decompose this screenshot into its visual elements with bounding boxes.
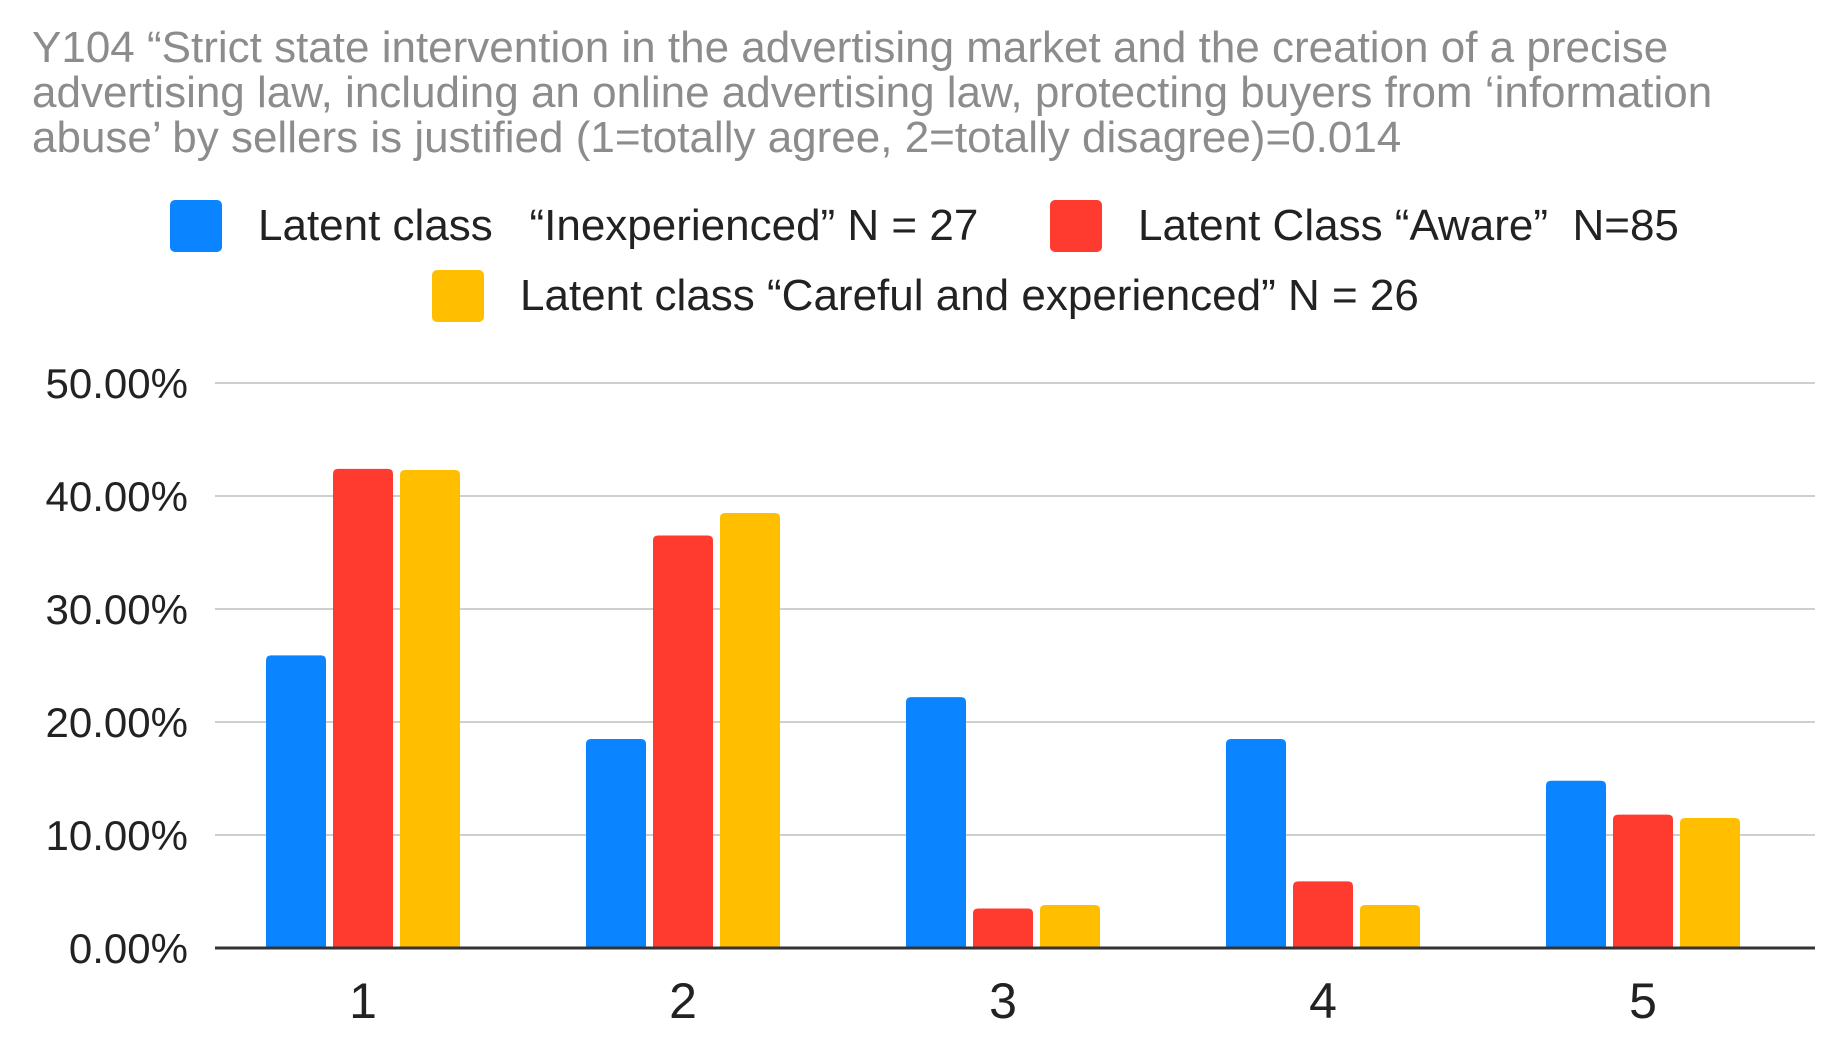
y-tick-label: 0.00% bbox=[69, 925, 188, 972]
chart-title-line-2: advertising law, including an online adv… bbox=[32, 68, 1712, 117]
bar bbox=[1680, 818, 1740, 948]
bar bbox=[1040, 905, 1100, 948]
legend-item-aware: Latent Class “Aware” N=85 bbox=[1050, 200, 1679, 252]
legend-label-careful: Latent class “Careful and experienced” N… bbox=[520, 271, 1419, 320]
x-axis: 1 2 3 4 5 bbox=[215, 946, 1815, 1029]
legend-swatch-careful bbox=[432, 270, 484, 322]
x-tick-label: 2 bbox=[669, 973, 697, 1029]
x-tick-label: 1 bbox=[349, 973, 377, 1029]
bar bbox=[906, 697, 966, 948]
bar bbox=[1293, 881, 1353, 948]
bar bbox=[1546, 780, 1606, 948]
bar bbox=[973, 908, 1033, 948]
bar bbox=[720, 512, 780, 948]
bar bbox=[266, 655, 326, 948]
bar bbox=[400, 470, 460, 948]
legend: Latent class “Inexperienced” N = 27 Late… bbox=[170, 200, 1679, 322]
bar bbox=[586, 738, 646, 948]
y-tick-label: 40.00% bbox=[46, 473, 188, 520]
bars bbox=[266, 468, 1740, 948]
legend-swatch-aware bbox=[1050, 200, 1102, 252]
legend-label-inexperienced: Latent class “Inexperienced” N = 27 bbox=[258, 201, 978, 250]
y-tick-label: 30.00% bbox=[46, 586, 188, 633]
y-axis: 0.00% 10.00% 20.00% 30.00% 40.00% 50.00% bbox=[46, 360, 188, 972]
bar bbox=[1226, 738, 1286, 948]
legend-label-aware: Latent Class “Aware” N=85 bbox=[1138, 201, 1679, 250]
chart-title: Y104 “Strict state intervention in the a… bbox=[32, 23, 1712, 162]
y-tick-label: 50.00% bbox=[46, 360, 188, 407]
bar bbox=[333, 468, 393, 948]
y-tick-label: 10.00% bbox=[46, 812, 188, 859]
x-tick-label: 3 bbox=[989, 973, 1017, 1029]
bar bbox=[653, 535, 713, 948]
x-tick-label: 5 bbox=[1629, 973, 1657, 1029]
legend-swatch-inexperienced bbox=[170, 200, 222, 252]
chart-title-line-3: abuse’ by sellers is justified (1=totall… bbox=[32, 113, 1401, 162]
y-tick-label: 20.00% bbox=[46, 699, 188, 746]
legend-item-inexperienced: Latent class “Inexperienced” N = 27 bbox=[170, 200, 978, 252]
chart-title-line-1: Y104 “Strict state intervention in the a… bbox=[32, 23, 1668, 72]
x-tick-label: 4 bbox=[1309, 973, 1337, 1029]
legend-item-careful: Latent class “Careful and experienced” N… bbox=[432, 270, 1419, 322]
bar bbox=[1360, 905, 1420, 948]
bar bbox=[1613, 814, 1673, 948]
